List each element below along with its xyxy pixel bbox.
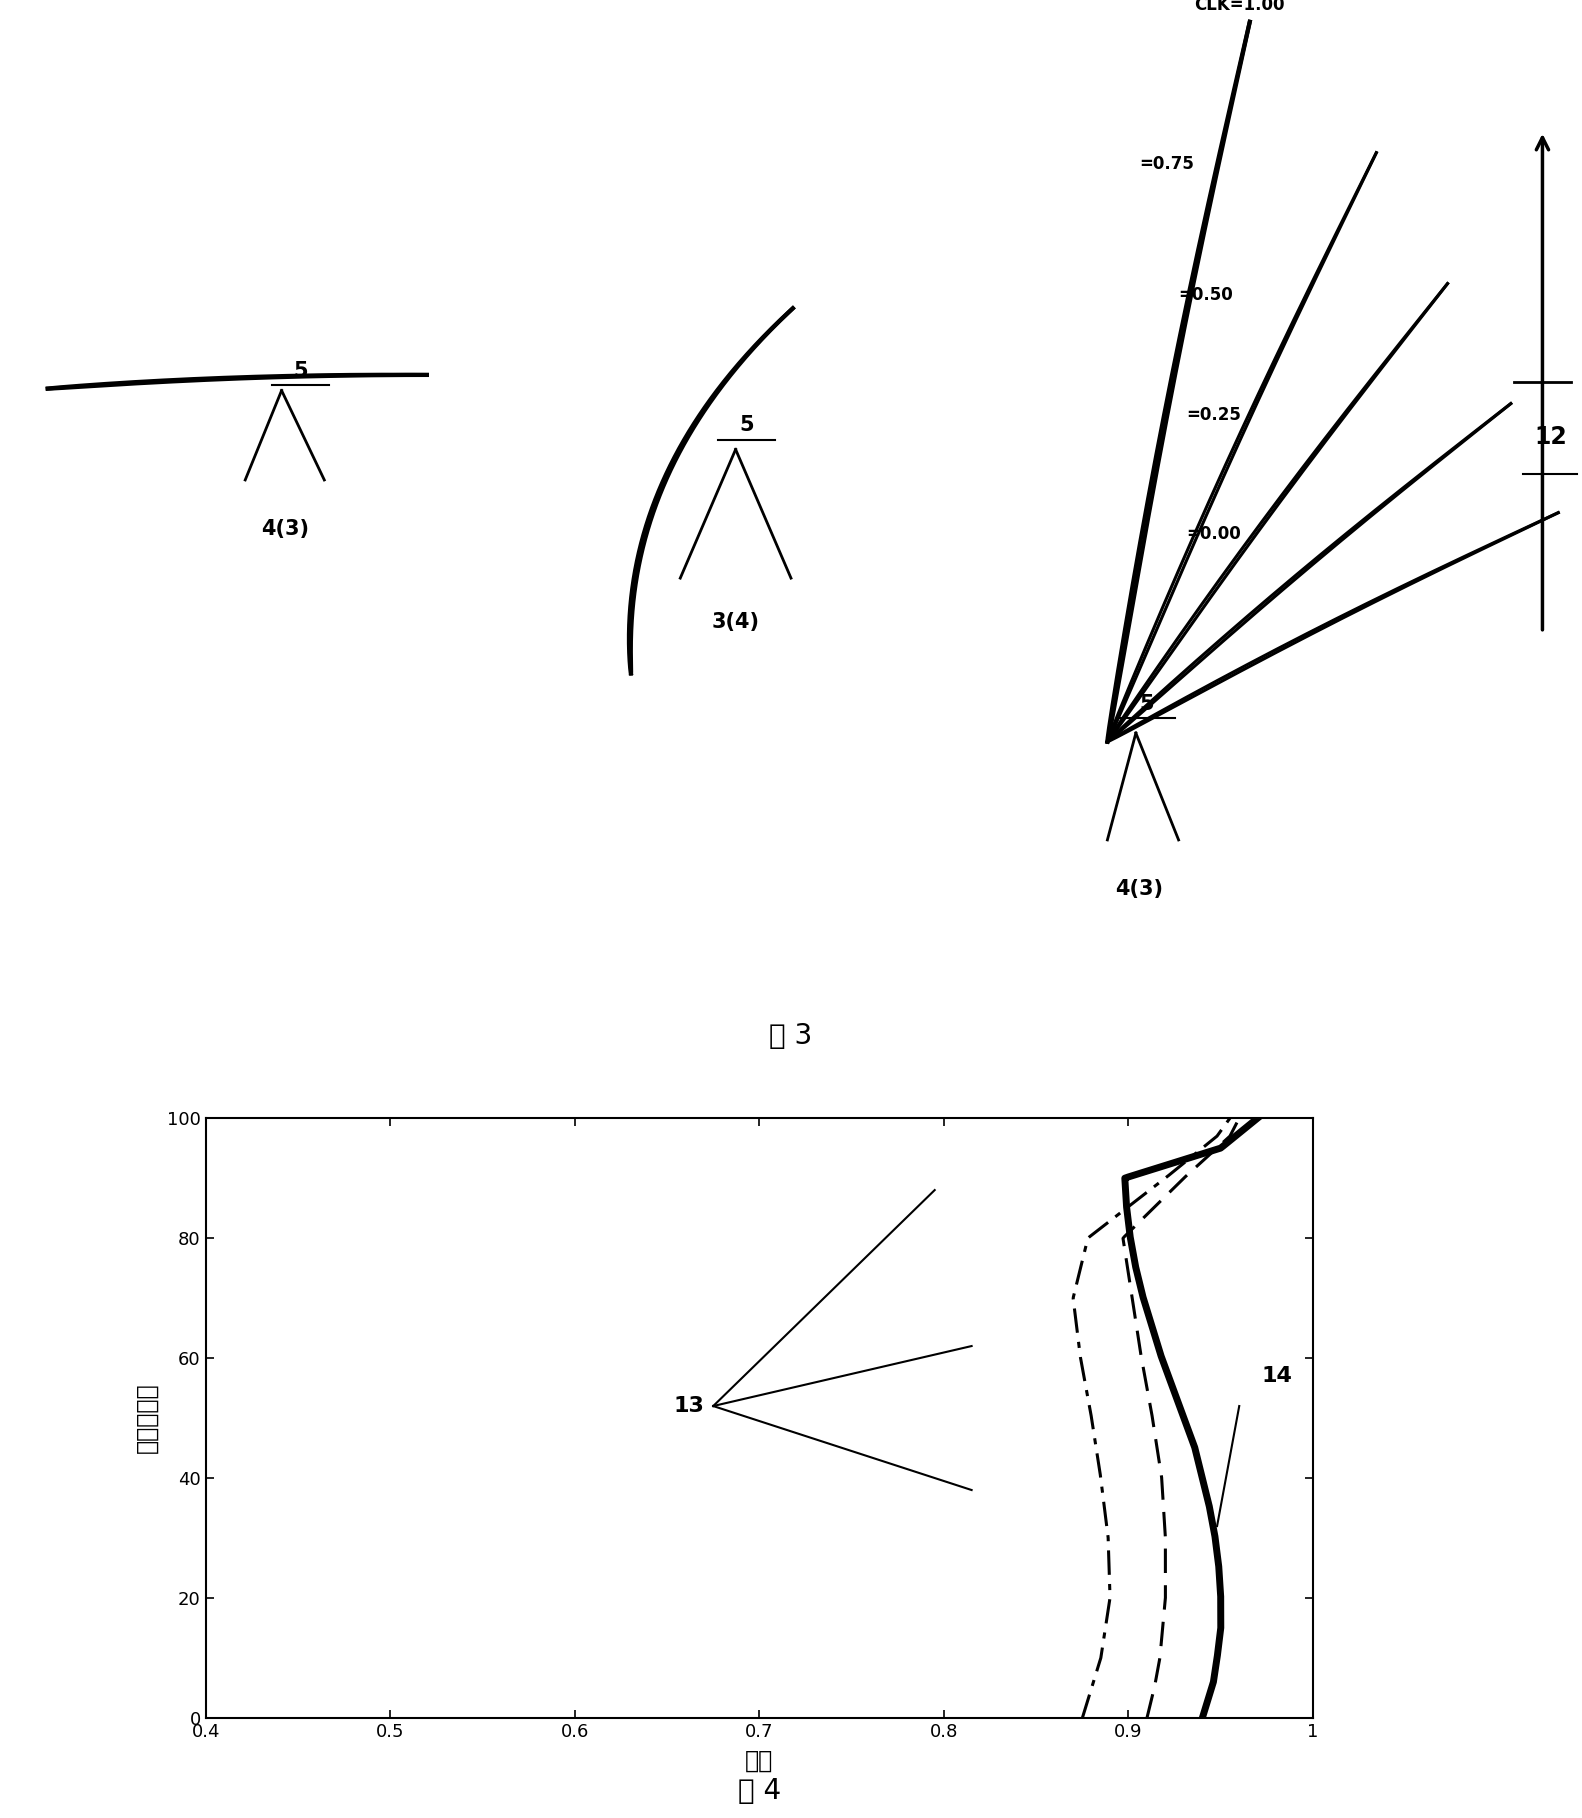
Text: 12: 12 [1535, 425, 1566, 449]
Text: 5: 5 [739, 415, 755, 436]
Y-axis label: 叶高百分比: 叶高百分比 [134, 1383, 158, 1453]
X-axis label: 效率: 效率 [745, 1749, 774, 1773]
Text: 图 4: 图 4 [737, 1776, 782, 1805]
Text: 3(4): 3(4) [712, 611, 759, 633]
Text: =0.00: =0.00 [1186, 525, 1242, 544]
Text: 5: 5 [293, 360, 308, 382]
Text: =0.75: =0.75 [1139, 155, 1194, 173]
Text: 4(3): 4(3) [261, 518, 308, 540]
Text: 4(3): 4(3) [1115, 878, 1163, 900]
Text: 5: 5 [1139, 693, 1155, 714]
Text: =0.25: =0.25 [1186, 405, 1242, 424]
Text: 14: 14 [1261, 1365, 1292, 1385]
Text: 图 3: 图 3 [769, 1022, 813, 1051]
Text: 13: 13 [672, 1396, 704, 1416]
Text: =0.50: =0.50 [1179, 285, 1234, 304]
Text: CLK=1.00: CLK=1.00 [1194, 0, 1285, 15]
